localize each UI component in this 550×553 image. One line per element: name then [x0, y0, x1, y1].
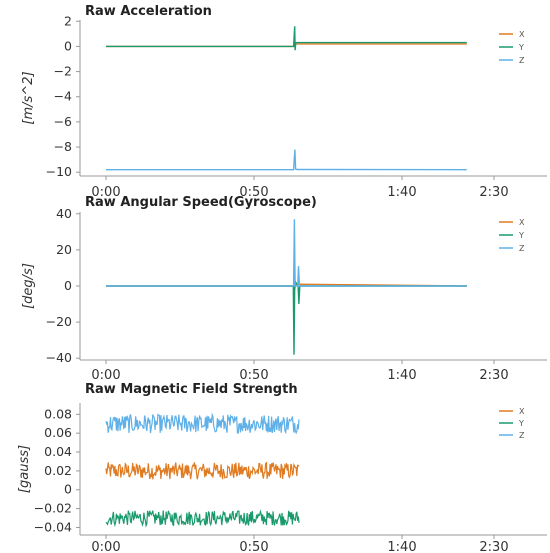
legend-label-x: X: [519, 218, 525, 227]
x-tick-label: 0:50: [239, 368, 268, 383]
legend-label-y: Y: [518, 231, 524, 240]
x-tick-label: 0:00: [91, 185, 120, 200]
y-tick-label: −0.04: [34, 519, 72, 534]
x-tick-label: 2:30: [479, 368, 508, 383]
series-line-y: [106, 26, 467, 51]
legend-label-y: Y: [518, 419, 524, 428]
y-tick-label: −4: [54, 89, 72, 104]
y-tick-label: 20: [56, 242, 72, 257]
x-tick-label: 0:50: [239, 540, 268, 553]
series-line-z: [105, 412, 300, 435]
chart-title-1: Raw Acceleration: [85, 4, 212, 19]
y-tick-label: 0.08: [44, 406, 72, 421]
y-tick-label: −20: [46, 314, 72, 329]
chart-title-3: Raw Magnetic Field Strength: [85, 382, 298, 397]
y-tick-label: 0: [64, 38, 72, 53]
series-line-x: [105, 461, 300, 480]
series-line-z: [106, 149, 467, 171]
legend-label-x: X: [519, 30, 525, 39]
legend-label-z: Z: [519, 56, 525, 65]
y-tick-label: 0: [64, 278, 72, 293]
legend-label-z: Z: [519, 244, 525, 253]
y-axis-label-3: [gauss]: [17, 445, 32, 493]
y-axis-label-2: [deg/s]: [21, 263, 36, 309]
series-line-x: [106, 283, 467, 290]
y-tick-label: 0: [64, 482, 72, 497]
y-tick-label: 0.02: [44, 463, 72, 478]
x-tick-label: 1:40: [387, 368, 416, 383]
x-tick-label: 0:00: [91, 368, 120, 383]
series-line-y: [106, 280, 467, 355]
x-tick-label: 1:40: [387, 185, 416, 200]
series-line-y: [105, 509, 300, 528]
y-tick-label: −6: [54, 114, 72, 129]
y-tick-label: −40: [46, 350, 72, 365]
x-tick-label: 2:30: [479, 185, 508, 200]
y-tick-label: 0.04: [44, 444, 72, 459]
legend-label-z: Z: [519, 431, 525, 440]
y-tick-label: −8: [54, 139, 72, 154]
series-line-z: [106, 219, 467, 287]
y-tick-label: −10: [46, 164, 72, 179]
y-tick-label: 0.06: [44, 425, 72, 440]
y-tick-label: 40: [56, 206, 72, 221]
x-tick-label: 0:00: [91, 540, 120, 553]
legend-label-x: X: [519, 407, 525, 416]
y-axis-label-1: [m/s^2]: [21, 71, 36, 124]
y-tick-label: 2: [64, 13, 72, 28]
y-tick-label: −2: [54, 64, 72, 79]
y-tick-label: −0.02: [34, 501, 72, 516]
x-tick-label: 0:50: [239, 185, 268, 200]
chart-title-2: Raw Angular Speed(Gyroscope): [85, 195, 317, 210]
x-tick-label: 2:30: [479, 540, 508, 553]
legend-label-y: Y: [518, 43, 524, 52]
x-tick-label: 1:40: [387, 540, 416, 553]
